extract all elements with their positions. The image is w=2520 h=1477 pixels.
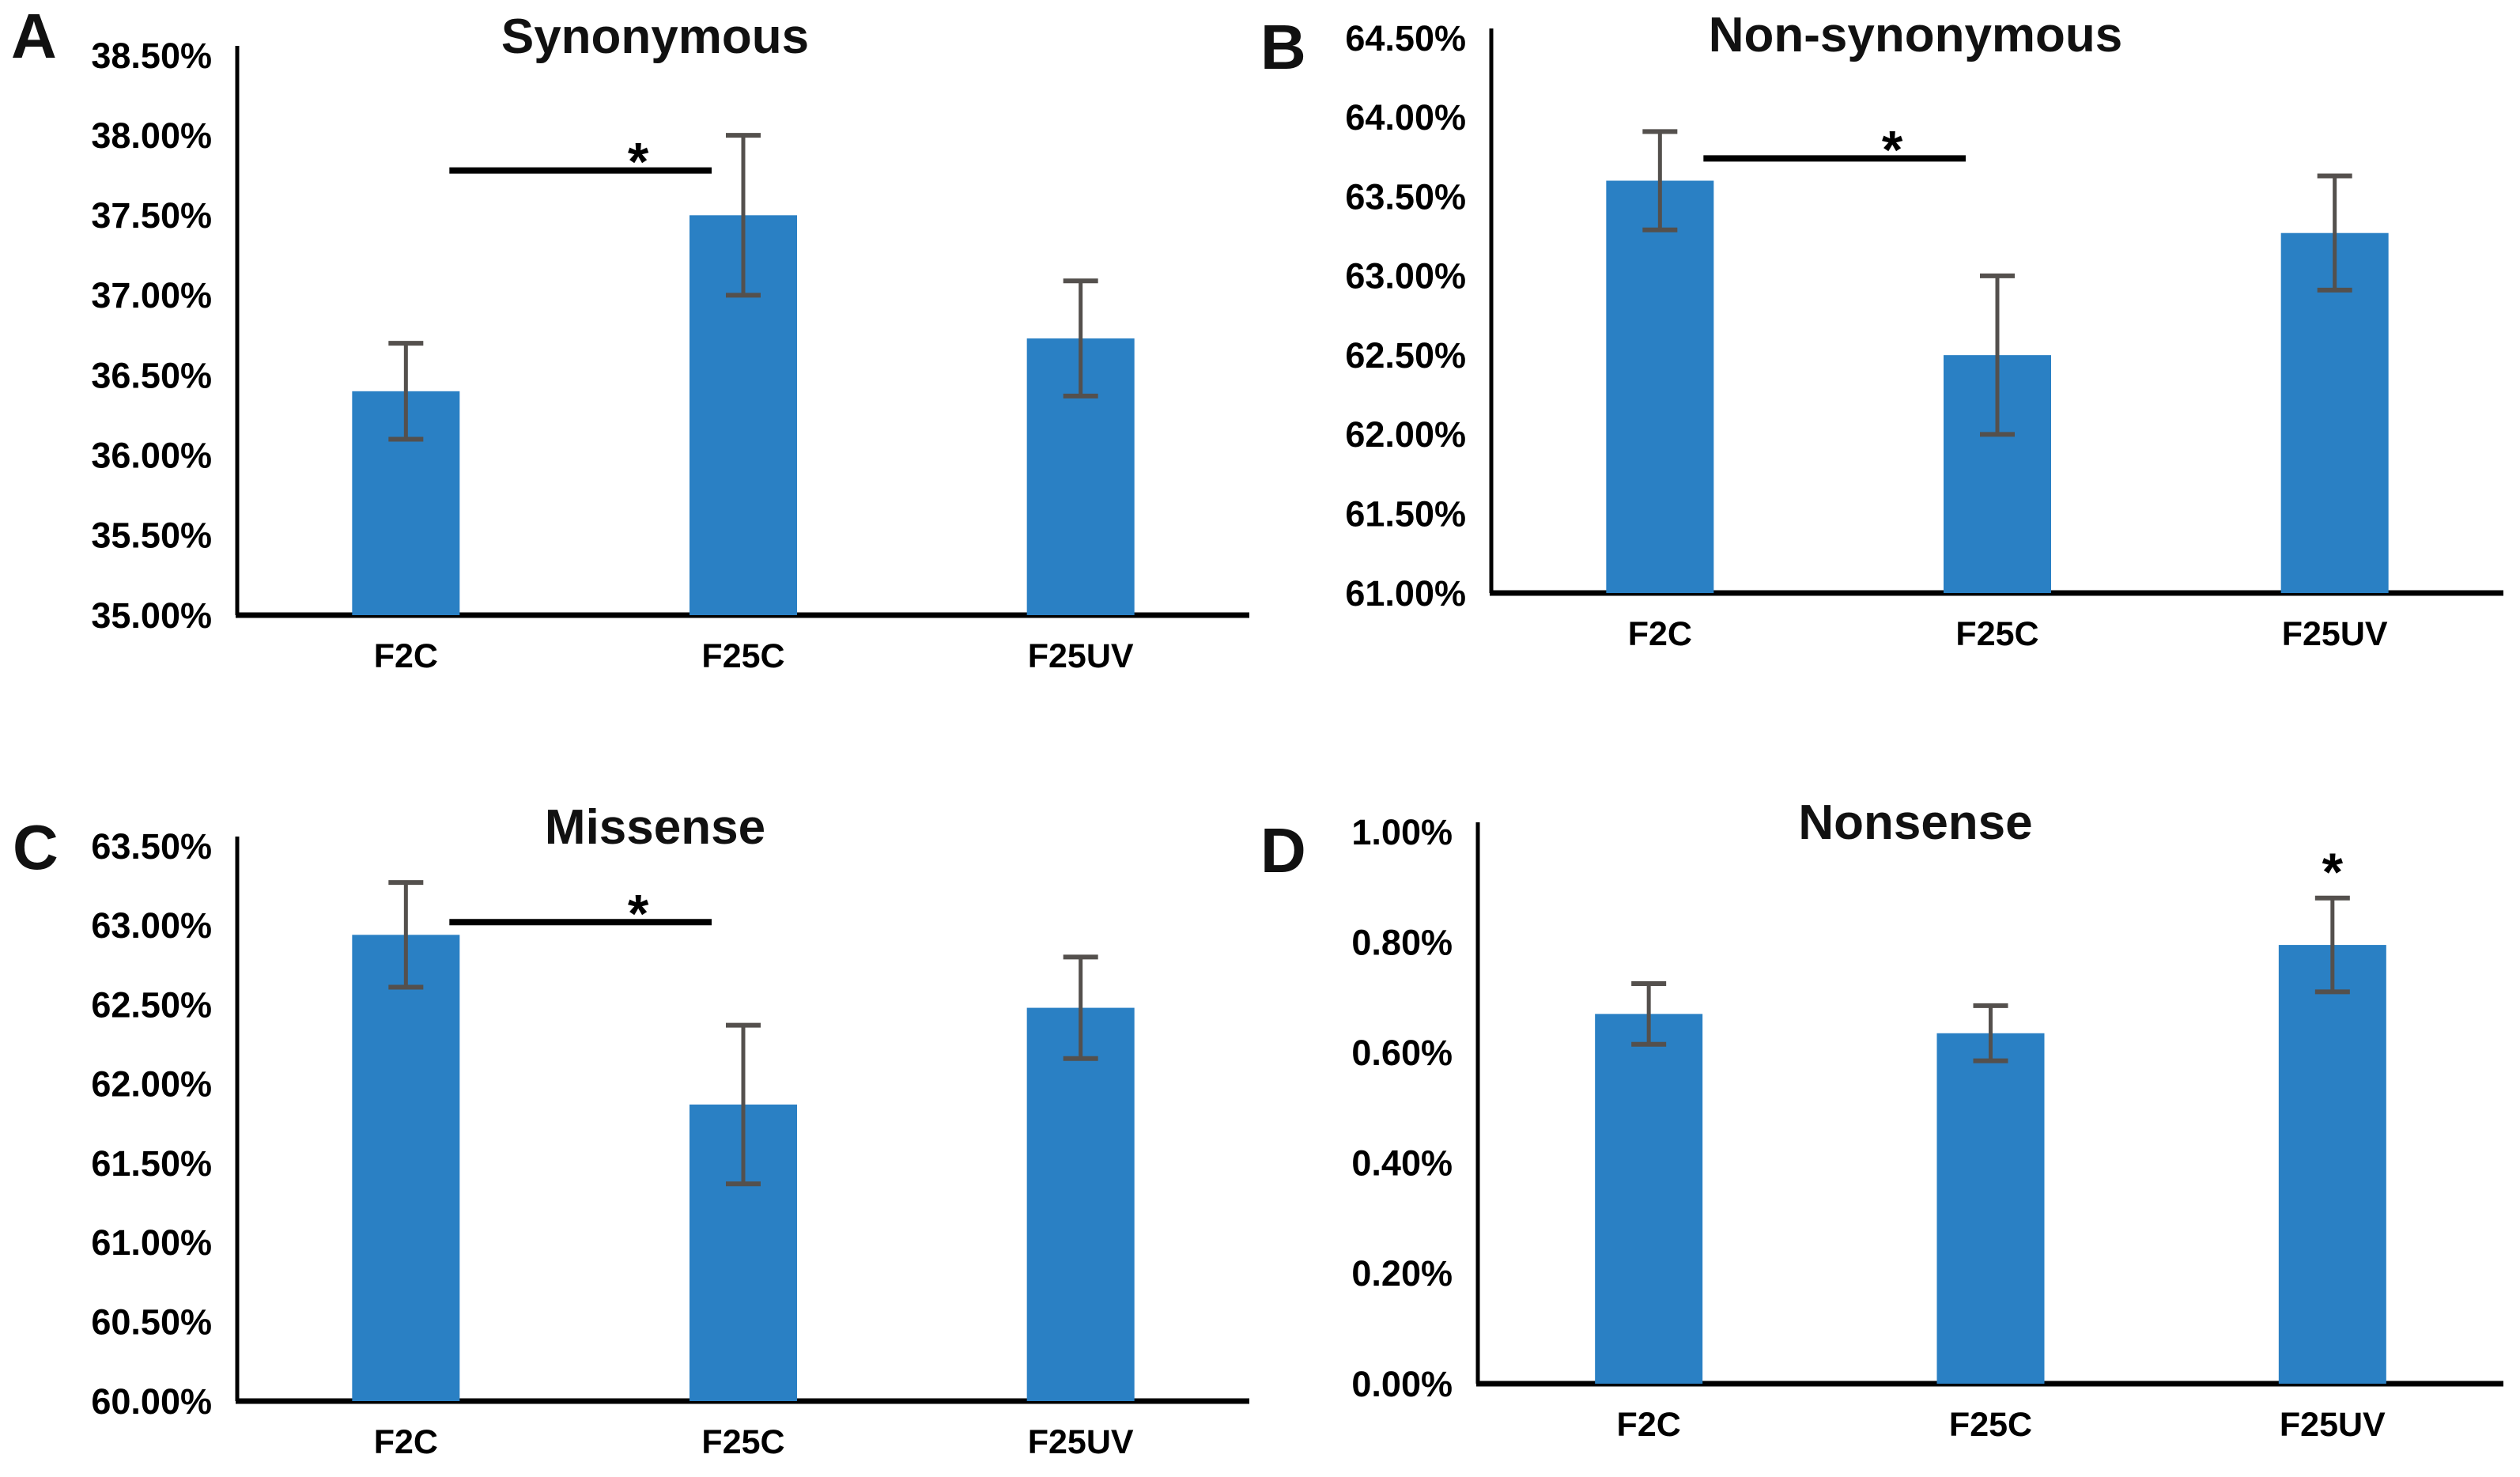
chart-title-nonsense: Nonsense	[1798, 795, 2033, 850]
x-axis-category-label: F25C	[701, 1423, 784, 1461]
chart-canvas-missense: 63.50% 63.00% 62.50% 62.00% 61.50% 61.00% 60.5…	[91, 826, 1249, 1461]
x-axis-category-label: F25UV	[1028, 1423, 1134, 1461]
panel-letter-b: B	[1260, 12, 1306, 82]
y-axis-tick-label: 60.00%	[91, 1381, 212, 1422]
y-axis-tick-label: 0.00%	[1351, 1364, 1453, 1404]
significance-star: *	[2322, 842, 2344, 902]
bar-f25c	[1936, 1033, 2045, 1384]
panel-letter-c: C	[13, 812, 59, 882]
y-axis-tick-label: 63.00%	[91, 905, 212, 946]
bar-f2c	[1606, 180, 1714, 593]
y-axis-tick-label: 36.50%	[91, 355, 212, 395]
x-axis-category-label: F2C	[1617, 1406, 1681, 1444]
y-axis-tick-label: 0.60%	[1351, 1033, 1453, 1073]
x-axis-category-label: F25C	[1949, 1406, 2032, 1444]
y-axis-tick-label: 61.00%	[1345, 573, 1466, 614]
y-axis-tick-label: 62.00%	[91, 1064, 212, 1105]
y-axis-tick-label: 62.50%	[1345, 335, 1466, 376]
bar-f25uv	[1026, 1007, 1135, 1401]
y-axis-tick-label: 62.50%	[91, 984, 212, 1025]
significance-star: *	[628, 132, 649, 192]
panel-letter-d: D	[1260, 815, 1306, 886]
y-axis-tick-label: 0.20%	[1351, 1253, 1453, 1294]
chart-title-missense: Missense	[544, 800, 766, 855]
x-axis-category-label: F25UV	[2282, 615, 2388, 653]
chart-canvas-nonsense: 1.00% 0.80% 0.60% 0.40% 0.20% 0.00% F2C F25C F25…	[1351, 812, 2503, 1444]
x-axis-category-label: F2C	[1628, 615, 1692, 653]
y-axis-tick-label: 61.00%	[91, 1222, 212, 1263]
y-axis-tick-label: 37.50%	[91, 195, 212, 236]
bar-f25uv	[2278, 945, 2386, 1384]
y-axis-tick-label: 61.50%	[1345, 493, 1466, 534]
y-axis-tick-label: 37.00%	[91, 275, 212, 315]
panel-synonymous: A Synonymous 38.50% 38.00% 37.50% 37.00% 36.…	[0, 0, 1260, 738]
panel-nonsense: D Nonsense 1.00% 0.80% 0.60% 0.40% 0.20% 0.00…	[1260, 738, 2520, 1477]
x-axis-category-label: F25C	[1955, 615, 2038, 653]
x-axis-category-label: F25UV	[1028, 637, 1134, 675]
y-axis-tick-label: 61.50%	[91, 1143, 212, 1184]
y-axis-tick-label: 38.50%	[91, 36, 212, 76]
y-axis-tick-label: 0.80%	[1351, 922, 1453, 962]
x-axis-category-label: F25C	[701, 637, 784, 675]
y-axis-tick-label: 62.00%	[1345, 414, 1466, 455]
bar-f2c	[352, 935, 460, 1401]
bar-f25uv	[2280, 232, 2389, 593]
y-axis-tick-label: 38.00%	[91, 115, 212, 156]
y-axis-tick-label: 36.00%	[91, 435, 212, 475]
y-axis-tick-label: 1.00%	[1351, 812, 1453, 852]
x-axis-category-label: F25UV	[2280, 1406, 2386, 1444]
y-axis-tick-label: 60.50%	[91, 1301, 212, 1342]
chart-canvas-synonymous: 38.50% 38.00% 37.50% 37.00% 36.50% 36.00% 35.5…	[91, 36, 1249, 675]
y-axis-tick-label: 35.00%	[91, 595, 212, 636]
chart-canvas-non-synonymous: 64.50% 64.00% 63.50% 63.00% 62.50% 62.00% 61.5…	[1345, 18, 2503, 653]
bar-f2c	[1595, 1014, 1703, 1384]
chart-title-non-synonymous: Non-synonymous	[1708, 8, 2123, 62]
panel-missense: C Missense 63.50% 63.00% 62.50% 62.00% 61.50…	[0, 738, 1260, 1477]
y-axis-tick-label: 63.50%	[1345, 176, 1466, 217]
significance-star: *	[1882, 119, 1903, 179]
y-axis-tick-label: 63.00%	[1345, 256, 1466, 297]
y-axis-tick-label: 64.00%	[1345, 97, 1466, 138]
y-axis-tick-label: 63.50%	[91, 826, 212, 867]
chart-title-synonymous: Synonymous	[501, 9, 810, 64]
panel-non-synonymous: B Non-synonymous 64.50% 64.00% 63.50% 63.00…	[1260, 0, 2520, 738]
significance-star: *	[628, 883, 649, 943]
panel-letter-a: A	[11, 1, 57, 71]
y-axis-tick-label: 35.50%	[91, 516, 212, 556]
x-axis-category-label: F2C	[374, 637, 438, 675]
y-axis-tick-label: 0.40%	[1351, 1143, 1453, 1184]
x-axis-category-label: F2C	[374, 1423, 438, 1461]
y-axis-tick-label: 64.50%	[1345, 18, 1466, 59]
